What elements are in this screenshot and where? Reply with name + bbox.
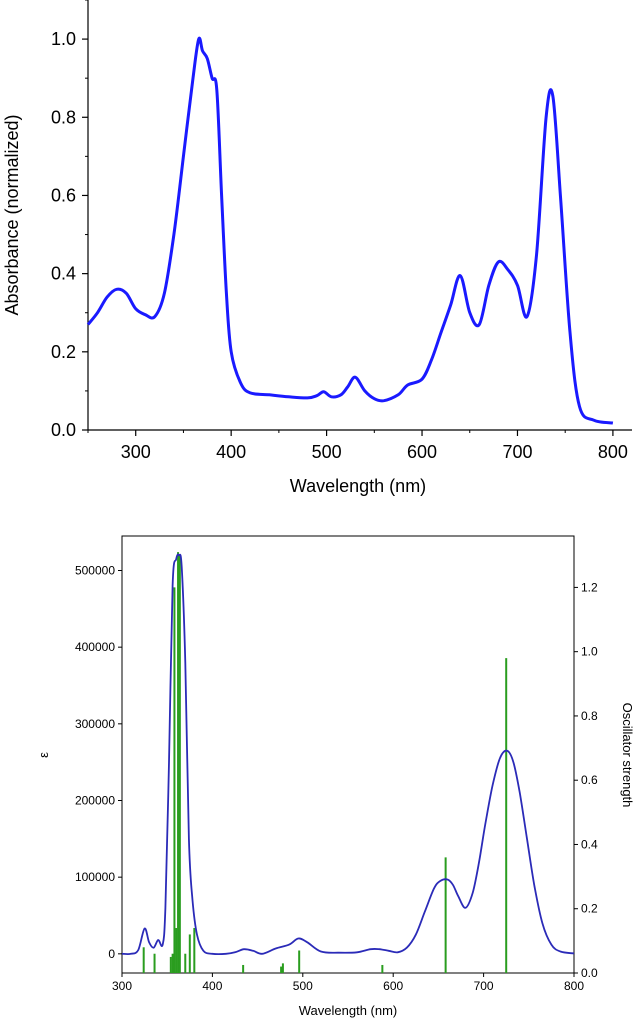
y-tick-label: 0.2	[51, 342, 76, 362]
y-tick-label: 0.8	[51, 107, 76, 127]
x-tick-label: 400	[202, 979, 222, 993]
x-axis-title: Wavelength (nm)	[290, 476, 426, 496]
epsilon-oscillator-chart: 300 400 500 600 700 800 0 100000 200000 300000 40…	[36, 535, 634, 1018]
y-tick-label: 0	[108, 947, 115, 961]
y-axis-title: ε	[36, 752, 51, 758]
y-tick-label: 300000	[75, 717, 115, 731]
y-tick-label: 0.4	[51, 264, 76, 284]
y2-tick-label: 1.2	[581, 580, 598, 594]
y2-axis-title: Oscillator strength	[620, 703, 634, 808]
x-tick-label: 800	[598, 442, 628, 462]
y-axis-title: Absorbance (normalized)	[2, 114, 22, 315]
y2-tick-label: 0.6	[581, 773, 598, 787]
x-tick-label: 600	[407, 442, 437, 462]
y-tick-label: 100000	[75, 870, 115, 884]
y-tick-label: 0.0	[51, 420, 76, 440]
x-tick-label: 500	[312, 442, 342, 462]
y-tick-label: 0.6	[51, 185, 76, 205]
x-tick-label: 400	[216, 442, 246, 462]
y-tick-label: 400000	[75, 640, 115, 654]
y2-tick-label: 0.4	[581, 837, 598, 851]
y2-tick-label: 0.2	[581, 902, 598, 916]
absorbance-chart: 300 400 500 600 700 800 0.0 0.2 0.4 0.6 0.8 1.0 Wa…	[2, 0, 632, 496]
x-tick-label: 800	[564, 979, 584, 993]
x-tick-label: 700	[502, 442, 532, 462]
y-tick-label: 1.0	[51, 29, 76, 49]
epsilon-curve	[121, 553, 575, 956]
y2-tick-label: 0.8	[581, 709, 598, 723]
x-tick-label: 500	[293, 979, 313, 993]
x-tick-label: 600	[383, 979, 403, 993]
x-tick-label: 700	[474, 979, 494, 993]
plot-frame	[121, 535, 575, 974]
x-tick-label: 300	[112, 979, 132, 993]
x-tick-label: 300	[121, 442, 151, 462]
absorbance-curve	[86, 36, 614, 425]
y-tick-label: 200000	[75, 794, 115, 808]
y-tick-label: 500000	[75, 564, 115, 578]
x-axis-title: Wavelength (nm)	[299, 1003, 398, 1018]
y2-tick-label: 1.0	[581, 645, 598, 659]
y2-tick-label: 0.0	[581, 966, 598, 980]
